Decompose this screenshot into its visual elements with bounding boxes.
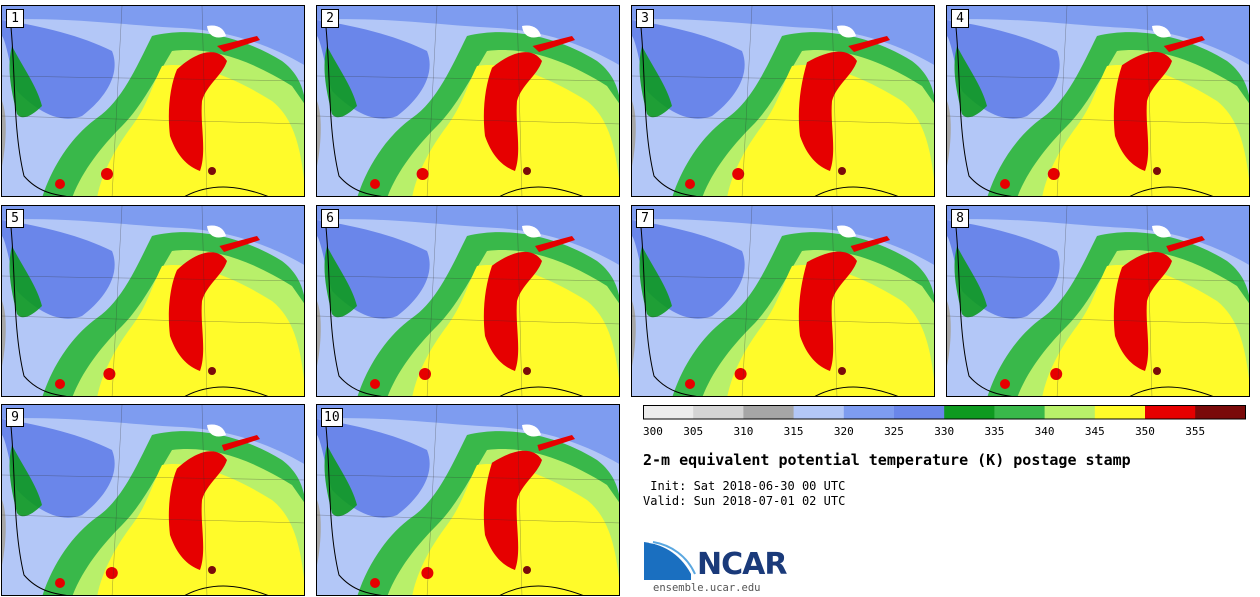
colorbar-tick-label: 340 [1035,425,1055,438]
member-panel-5[interactable]: 5 [1,205,305,397]
colorbar-tick-label: 330 [934,425,954,438]
colorbar-swatch [643,405,694,419]
member-label: 1 [6,9,24,28]
site-url[interactable]: ensemble.ucar.edu [653,582,761,594]
colorbar-swatch [1044,405,1096,419]
ncar-logo-icon [644,541,696,580]
colorbar-swatch [944,405,995,419]
valid-time: Valid: Sun 2018-07-01 02 UTC [643,494,846,508]
init-time: Init: Sat 2018-06-30 00 UTC [643,479,846,493]
colorbar-swatch [1145,405,1196,419]
member-panel-1[interactable]: 1 [1,5,305,197]
colorbar-swatch [1094,405,1146,419]
member-label: 4 [951,9,969,28]
member-panel-2[interactable]: 2 [316,5,620,197]
member-label: 5 [6,209,24,228]
member-panel-4[interactable]: 4 [946,5,1250,197]
colorbar-frame [643,405,1246,420]
colorbar-swatch [994,405,1045,419]
colorbar-tick-label: 350 [1135,425,1155,438]
member-label: 7 [636,209,654,228]
colorbar-tick-label: 355 [1185,425,1205,438]
member-panel-6[interactable]: 6 [316,205,620,397]
colorbar-swatch [793,405,845,419]
member-panel-8[interactable]: 8 [946,205,1250,397]
colorbar-tick-label: 310 [733,425,753,438]
colorbar: 300 305 310 315 320 325 330 335 340 345 350 355 [643,405,1246,438]
member-panel-3[interactable]: 3 [631,5,935,197]
colorbar-swatch [894,405,945,419]
plot-title: 2-m equivalent potential temperature (K)… [643,451,1131,469]
member-label: 2 [321,9,339,28]
colorbar-swatch [843,405,895,419]
colorbar-tick-label: 300 [643,425,663,438]
member-label: 8 [951,209,969,228]
member-label: 9 [6,408,24,427]
colorbar-swatch [743,405,794,419]
ncar-wordmark: NCAR [697,547,787,582]
colorbar-swatch [1195,405,1246,419]
member-label: 10 [321,408,343,427]
colorbar-tick-label: 305 [683,425,703,438]
member-panel-9[interactable]: 9 [1,404,305,596]
member-panel-10[interactable]: 10 [316,404,620,596]
colorbar-swatch [693,405,744,419]
member-label: 6 [321,209,339,228]
colorbar-tick-label: 345 [1085,425,1105,438]
colorbar-tick-label: 335 [984,425,1004,438]
colorbar-tick-label: 325 [884,425,904,438]
colorbar-tick-label: 320 [834,425,854,438]
member-panel-7[interactable]: 7 [631,205,935,397]
colorbar-tick-label: 315 [784,425,804,438]
member-label: 3 [636,9,654,28]
